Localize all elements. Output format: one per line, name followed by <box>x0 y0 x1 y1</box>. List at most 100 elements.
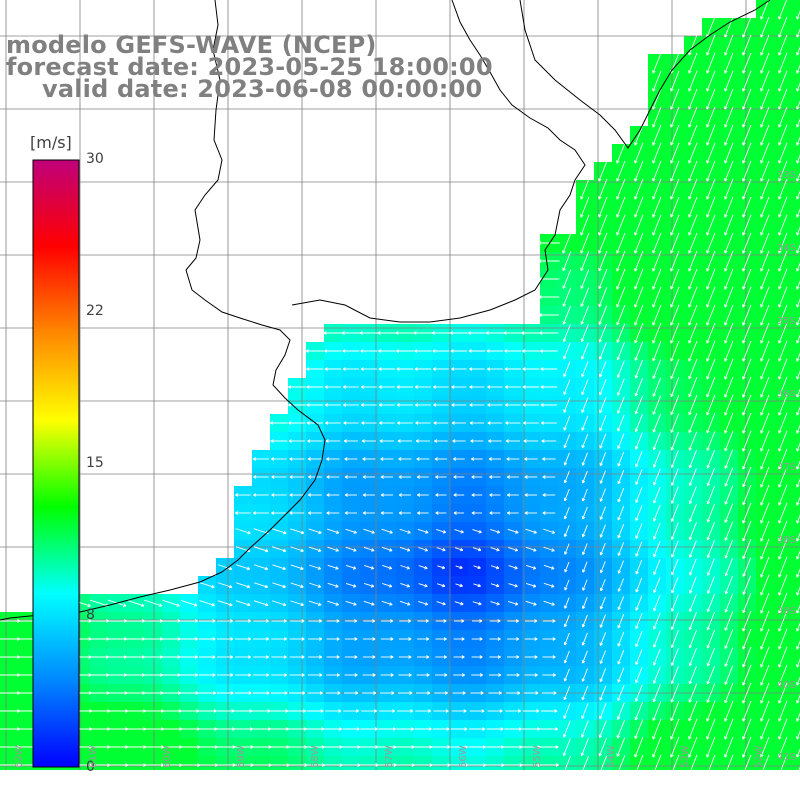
wind-vector <box>724 358 734 380</box>
wind-vector-head <box>471 493 475 496</box>
wind-vector <box>706 178 716 200</box>
wind-vector-head <box>282 550 286 553</box>
wind-vector-head <box>435 511 439 514</box>
wind-vector <box>742 754 752 776</box>
wind-vector-head <box>247 620 251 623</box>
wind-vector <box>617 667 625 683</box>
wind-vector <box>707 503 715 523</box>
wind-vector <box>742 520 752 542</box>
wind-vector <box>670 413 680 433</box>
wind-vector <box>724 485 734 505</box>
wind-vector <box>671 450 679 468</box>
wind-vector-head <box>479 620 483 623</box>
wind-vector <box>543 564 555 570</box>
wind-vector <box>706 214 716 236</box>
wind-vector <box>652 413 662 433</box>
wind-vector <box>688 322 698 344</box>
wind-vector <box>162 599 180 607</box>
wind-vector <box>706 665 716 685</box>
wind-vector <box>706 106 716 128</box>
wind-vector <box>760 376 770 398</box>
wind-vector <box>670 359 680 379</box>
wind-vector-head <box>534 620 538 623</box>
wind-vector <box>652 196 662 218</box>
wind-vector-head <box>231 710 235 713</box>
wind-vector <box>706 250 716 272</box>
wind-vector-head <box>380 493 384 496</box>
wind-vector <box>778 628 788 650</box>
wind-vector-head <box>532 568 536 570</box>
wind-vector-head <box>343 439 347 442</box>
wind-vector <box>581 433 589 449</box>
wind-vector <box>635 377 643 397</box>
wind-vector <box>760 718 770 740</box>
wind-vector-head <box>414 403 419 406</box>
wind-vector <box>616 737 626 757</box>
wind-vector <box>778 538 788 560</box>
wind-vector <box>689 450 697 468</box>
wind-vector <box>327 564 339 570</box>
wind-vector <box>778 16 788 38</box>
wind-vector-head <box>195 692 199 695</box>
wind-vector-head <box>378 367 382 370</box>
wind-vector <box>689 540 697 558</box>
wind-vector <box>417 528 429 534</box>
wind-vector <box>760 52 770 74</box>
wind-vector <box>634 754 644 776</box>
wind-vector <box>724 700 734 722</box>
wind-vector <box>707 468 715 486</box>
wind-vector <box>580 214 590 236</box>
wind-vector <box>742 214 752 236</box>
wind-vector <box>724 682 734 704</box>
wind-vector <box>724 539 734 559</box>
wind-vector-head <box>479 674 483 677</box>
wind-vector <box>688 268 698 290</box>
wind-vector-head <box>317 568 321 570</box>
wind-vector-head <box>523 439 527 442</box>
wind-vector <box>563 434 571 448</box>
wind-vector <box>617 596 625 610</box>
wind-vector-head <box>283 674 288 677</box>
wind-vector <box>472 601 482 605</box>
wind-vector <box>778 250 788 272</box>
wind-vector <box>564 632 570 646</box>
wind-vector <box>796 640 800 650</box>
wind-vector <box>796 766 800 776</box>
wind-vector-head <box>246 568 250 571</box>
wind-vector-head <box>498 692 502 695</box>
wind-vector <box>671 630 679 648</box>
wind-vector <box>689 522 697 540</box>
wind-vector <box>399 528 411 534</box>
wind-vector <box>760 466 770 488</box>
wind-vector <box>582 452 588 466</box>
wind-vector <box>617 505 625 521</box>
wind-vector-head <box>552 638 556 641</box>
wind-vector <box>635 469 643 485</box>
wind-vector <box>564 452 570 466</box>
wind-vector <box>742 394 752 416</box>
wind-vector <box>652 322 662 344</box>
wind-vector <box>638 790 644 800</box>
wind-vector <box>760 88 770 110</box>
wind-vector <box>634 304 644 326</box>
wind-vector <box>742 322 752 344</box>
wind-vector <box>688 70 698 92</box>
wind-vector <box>760 394 770 416</box>
wind-vector-head <box>336 674 340 677</box>
wind-vector <box>635 451 643 467</box>
wind-vector <box>778 70 788 92</box>
wind-vector <box>760 520 770 542</box>
wind-vector <box>617 613 625 629</box>
wind-vector-head <box>326 457 330 460</box>
wind-vector <box>724 16 734 38</box>
wind-vector-head <box>352 586 357 588</box>
wind-vector <box>652 268 662 290</box>
wind-vector <box>507 600 519 606</box>
wind-vector-head <box>253 493 257 496</box>
wind-vector <box>582 543 588 555</box>
lat-label: 40S <box>776 680 796 691</box>
wind-vector-head <box>344 475 348 478</box>
wind-vector <box>778 0 788 20</box>
